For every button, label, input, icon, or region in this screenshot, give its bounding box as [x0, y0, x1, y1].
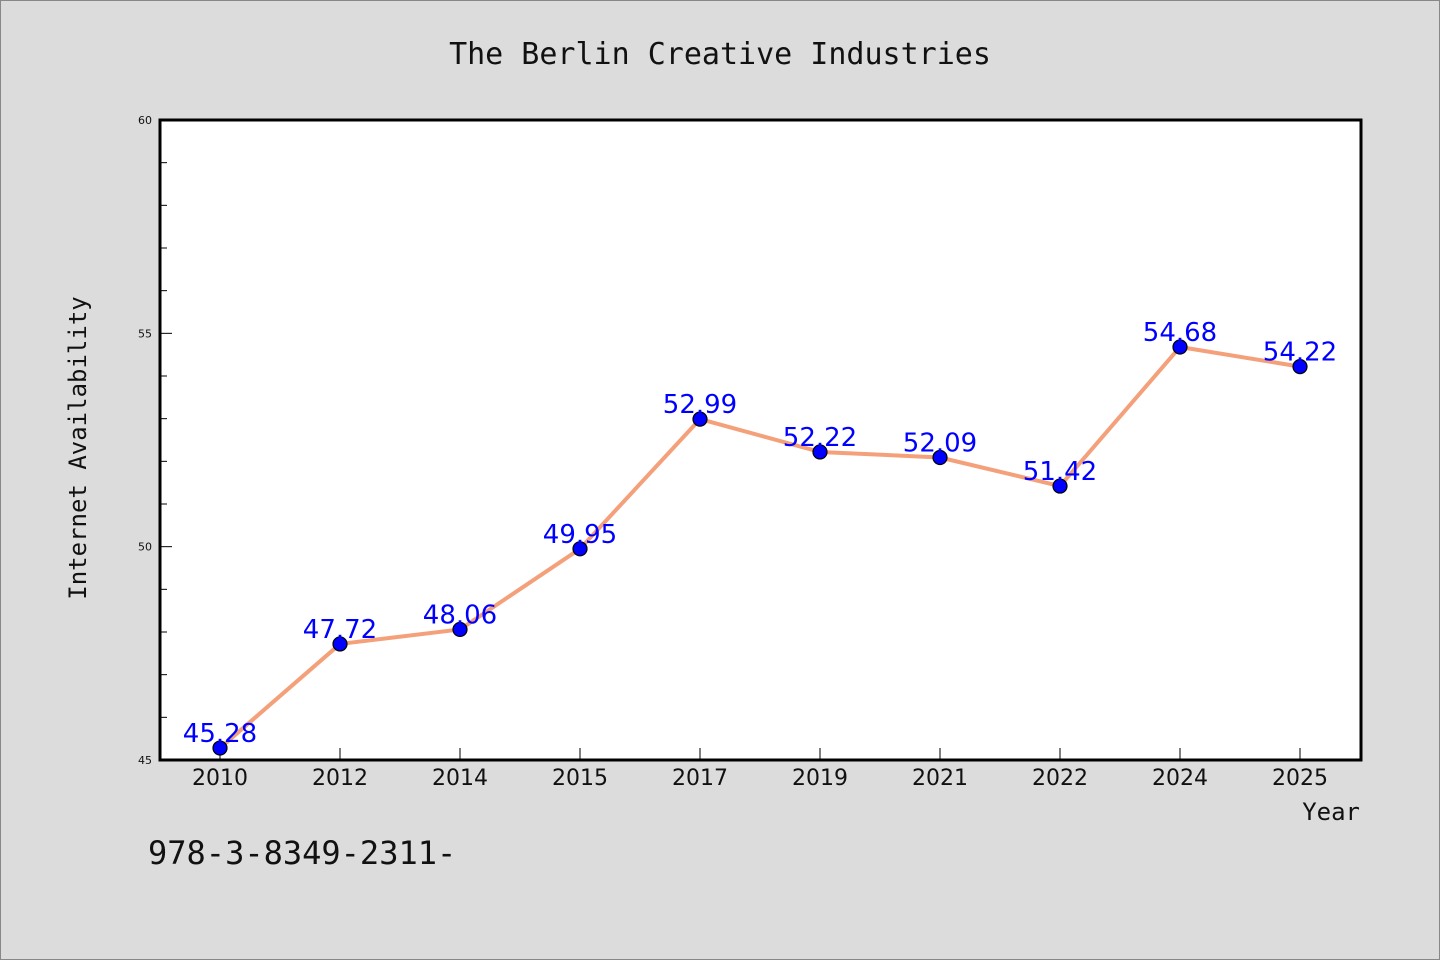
- x-tick-label: 2010: [192, 766, 248, 791]
- footer-text: 978-3-8349-2311-: [148, 834, 456, 872]
- series-line-group: [218, 344, 1302, 751]
- x-tick-label: 2021: [912, 766, 968, 791]
- data-point: [1292, 359, 1308, 375]
- data-point: [692, 411, 708, 427]
- y-tick-label: 60: [138, 114, 152, 127]
- data-point: [1052, 478, 1068, 494]
- y-tick-label: 50: [138, 541, 152, 554]
- data-label: 52.22: [783, 423, 857, 453]
- series-line: [218, 344, 1302, 751]
- x-tick-label: 2015: [552, 766, 608, 791]
- data-label: 49.95: [543, 520, 617, 550]
- y-tick-label: 45: [138, 754, 152, 767]
- data-point: [452, 621, 468, 638]
- data-label: 45.28: [183, 719, 257, 749]
- data-point: [1172, 339, 1188, 355]
- x-tick-label: 2025: [1272, 766, 1328, 791]
- x-tick-label: 2014: [432, 766, 488, 791]
- data-label: 52.09: [903, 428, 977, 458]
- data-label: 51.42: [1023, 457, 1097, 487]
- plot-area: [158, 118, 1363, 762]
- y-axis-label: Internet Availability: [64, 296, 92, 599]
- x-tick-label: 2017: [672, 766, 728, 791]
- data-label: 54.22: [1263, 338, 1337, 368]
- x-tick-label: 2012: [312, 766, 368, 791]
- y-axis: 45 50 55 60: [138, 114, 172, 767]
- data-label: 54.68: [1143, 318, 1217, 348]
- data-point: [812, 444, 828, 460]
- x-tick-label: 2019: [792, 766, 848, 791]
- x-axis-label: Year: [1302, 798, 1360, 826]
- data-label: 47.72: [303, 615, 377, 645]
- x-axis: 2010 2012 2014 2015 2017 2019 2021 2022 2024 2025: [192, 748, 1328, 791]
- data-label: 48.06: [423, 600, 497, 630]
- series-markers: [212, 339, 1308, 756]
- data-point: [932, 449, 948, 466]
- x-tick-label: 2024: [1152, 766, 1208, 791]
- y-tick-label: 55: [138, 327, 152, 340]
- data-label: 52.99: [663, 390, 737, 420]
- chart-title: The Berlin Creative Industries: [449, 37, 991, 72]
- data-point: [332, 636, 348, 652]
- data-labels: 45.28 47.72 48.06 49.95 52.99 52.22 52.09 51.42…: [183, 318, 1337, 749]
- data-point: [212, 740, 228, 756]
- x-tick-label: 2022: [1032, 766, 1088, 791]
- data-point: [572, 541, 588, 557]
